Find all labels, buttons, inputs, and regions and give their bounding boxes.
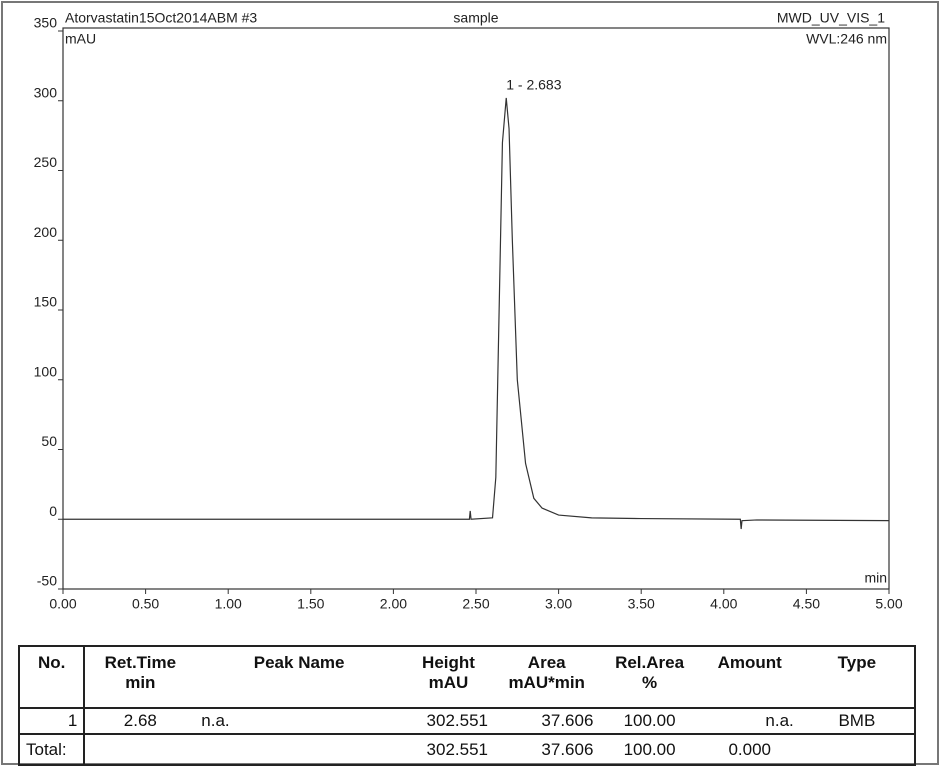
total-amount: 0.000 xyxy=(699,733,800,765)
trace xyxy=(63,97,890,530)
table-cell: 302.551 xyxy=(426,711,488,730)
column-header: No. xyxy=(19,646,86,709)
header-line: Ret.Time xyxy=(104,653,177,672)
total-area: 37.606 xyxy=(493,733,600,765)
y-tick-label: 350 xyxy=(34,15,58,31)
column-header: Area mAU*min xyxy=(493,646,600,709)
x-tick-label: 5.00 xyxy=(875,596,902,612)
detector: MWD_UV_VIS_1 xyxy=(777,10,885,26)
y-tick-label: 150 xyxy=(34,294,58,310)
plot-frame xyxy=(62,27,890,590)
header-line: mAU xyxy=(428,673,469,692)
header-line: Height xyxy=(422,653,475,672)
total-height: 302.551 xyxy=(403,733,494,765)
total-row: Total: 302.551 37.606 100.00 0.000 xyxy=(19,733,915,765)
x-tick-label: 2.00 xyxy=(380,596,407,612)
header-line: % xyxy=(642,673,658,692)
header-line: Type xyxy=(837,653,877,672)
x-tick-label: 0.00 xyxy=(49,596,76,612)
peak-annotation: 1 - 2.683 xyxy=(506,77,561,93)
header-line: No. xyxy=(37,653,66,672)
table-cell: 1 xyxy=(19,708,86,734)
column-header: Peak Name xyxy=(195,646,404,709)
y-tick-label: 300 xyxy=(34,84,58,100)
x-tick-label: 3.00 xyxy=(545,596,572,612)
header-line: Peak Name xyxy=(253,653,345,672)
x-tick-label: 4.50 xyxy=(793,596,820,612)
y-axis-label: mAU xyxy=(65,31,96,47)
x-tick-label: 3.50 xyxy=(628,596,655,612)
header-line: Area xyxy=(527,653,566,672)
table-cell: n.a. xyxy=(201,711,230,730)
total-label: Total: xyxy=(19,733,86,765)
column-header: Ret.Time min xyxy=(84,646,196,709)
table-cell: 100.00 xyxy=(623,711,676,730)
wavelength: WVL:246 nm xyxy=(806,31,887,47)
empty-cell xyxy=(84,733,404,765)
total-rel-area: 100.00 xyxy=(599,733,700,765)
chart-subtitle: sample xyxy=(453,10,498,26)
y-tick-label: -50 xyxy=(37,573,57,589)
peak-table: No. Ret.Time min Peak Name Height mAU Area mAU*… xyxy=(18,645,916,766)
x-tick-label: 2.50 xyxy=(462,596,489,612)
x-tick-label: 1.00 xyxy=(215,596,242,612)
x-tick-label: 1.50 xyxy=(297,596,324,612)
column-header: Amount xyxy=(699,646,800,709)
y-tick-label: 250 xyxy=(34,154,58,170)
y-tick-label: 100 xyxy=(34,363,58,379)
chart: Atorvastatin15Oct2014ABM #3 sample MWD_U… xyxy=(34,10,903,612)
x-axis-label: min xyxy=(864,570,887,586)
y-tick-label: 0 xyxy=(49,503,57,519)
header-line: mAU*min xyxy=(508,673,585,692)
table-cell: 2.68 xyxy=(123,711,157,730)
column-header: Rel.Area% xyxy=(599,646,700,709)
header-line: Amount xyxy=(717,653,782,672)
table-cell: 37.606 xyxy=(541,711,594,730)
x-tick-label: 4.00 xyxy=(710,596,737,612)
y-tick-label: 50 xyxy=(41,433,57,449)
table-cell: BMB xyxy=(838,711,876,730)
header-line: Rel.Area xyxy=(615,653,685,672)
chart-title: Atorvastatin15Oct2014ABM #3 xyxy=(65,10,257,26)
y-tick-label: 200 xyxy=(34,224,58,240)
table-cell: n.a. xyxy=(765,711,794,730)
column-header: Height mAU xyxy=(403,646,494,709)
empty-cell xyxy=(799,733,915,765)
column-header: Type xyxy=(799,646,915,709)
x-tick-label: 0.50 xyxy=(132,596,159,612)
header-line: min xyxy=(125,673,156,692)
table-row: 1 2.68 n.a. 302.551 37.606 100.00 n.a. BMB xyxy=(19,708,915,734)
